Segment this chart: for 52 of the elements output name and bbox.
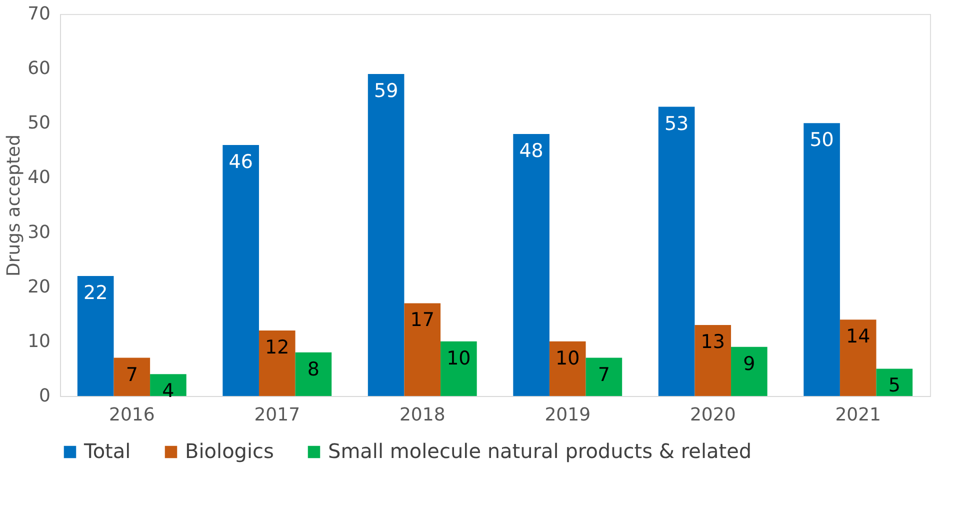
data-label: 7 xyxy=(598,364,610,386)
bar xyxy=(586,358,622,396)
x-tick-label: 2020 xyxy=(690,404,736,426)
y-tick-label: 60 xyxy=(28,58,50,80)
y-tick-label: 30 xyxy=(28,222,50,243)
data-label: 10 xyxy=(446,347,471,370)
data-label: 10 xyxy=(556,347,580,370)
bar xyxy=(222,144,259,396)
bar xyxy=(804,123,840,396)
bar xyxy=(840,320,876,396)
x-tick-label: 2016 xyxy=(108,404,155,426)
data-label: 9 xyxy=(743,352,756,375)
data-label: 53 xyxy=(664,112,689,135)
y-tick-label: 70 xyxy=(28,4,50,24)
data-label: 48 xyxy=(519,140,544,162)
bar xyxy=(258,330,296,396)
bar xyxy=(295,352,332,396)
legend-label: Small molecule natural products & related xyxy=(328,439,752,463)
y-tick-label: 0 xyxy=(39,386,50,406)
y-tick-label: 50 xyxy=(28,112,50,134)
data-label: 7 xyxy=(126,364,138,386)
bar xyxy=(440,341,477,396)
data-label: 13 xyxy=(700,331,725,354)
bar xyxy=(658,106,695,396)
legend-label: Biologics xyxy=(185,439,274,463)
data-label: 5 xyxy=(888,374,900,397)
data-label: 50 xyxy=(810,129,834,152)
x-tick-label: 2021 xyxy=(835,404,882,426)
data-label: 17 xyxy=(410,309,434,332)
y-tick-label: 40 xyxy=(28,167,50,188)
data-label: 8 xyxy=(307,358,320,380)
data-label: 59 xyxy=(374,80,398,102)
bar xyxy=(731,346,768,396)
y-axis-title: Drugs accepted xyxy=(4,134,25,277)
bar xyxy=(549,341,586,396)
x-tick-label: 2019 xyxy=(544,404,591,426)
legend-label: Total xyxy=(83,439,131,463)
bar xyxy=(114,358,150,396)
x-tick-label: 2018 xyxy=(399,404,446,426)
data-label: 14 xyxy=(846,326,870,348)
data-label: 22 xyxy=(83,282,108,304)
bar xyxy=(77,276,114,396)
bar xyxy=(876,368,913,396)
x-tick-label: 2017 xyxy=(254,404,300,426)
data-label: 46 xyxy=(228,150,253,173)
y-tick-label: 20 xyxy=(28,276,50,298)
data-label: 12 xyxy=(265,336,290,359)
bar xyxy=(404,303,441,396)
y-tick-label: 10 xyxy=(28,330,50,352)
bar xyxy=(368,74,404,396)
bar xyxy=(513,134,550,396)
bar xyxy=(694,325,732,396)
